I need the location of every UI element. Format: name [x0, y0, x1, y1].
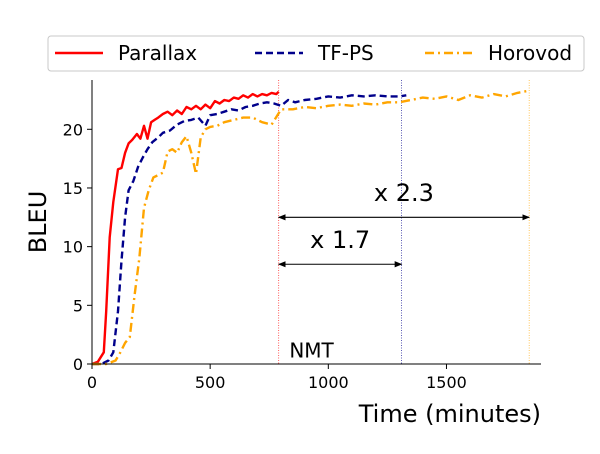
vertical-reference-lines	[278, 80, 530, 364]
x-tick-label-1500: 1500	[426, 373, 467, 392]
x-tick-label-500: 500	[195, 373, 226, 392]
speedup-label-x-2-3: x 2.3	[374, 179, 434, 207]
legend-label-horovod: Horovod	[488, 41, 572, 65]
y-tick-label-5: 5	[73, 296, 83, 315]
annotation-nmt: NMT	[289, 338, 334, 362]
x-axis-label: Time (minutes)	[358, 400, 541, 428]
legend-label-tf-ps: TF-PS	[317, 41, 374, 65]
y-tick-label-10: 10	[63, 238, 83, 257]
y-tick-label-20: 20	[63, 120, 83, 139]
y-axis-label: BLEU	[24, 191, 52, 254]
y-tick-label-15: 15	[63, 179, 83, 198]
series-line-tf-ps	[92, 94, 407, 366]
x-tick-label-1000: 1000	[308, 373, 349, 392]
series-line-horovod	[92, 89, 530, 366]
legend: Parallax TF-PS Horovod	[47, 35, 585, 72]
annotations: x 2.3x 1.7 NMT	[277, 179, 530, 362]
x-tick-label-0: 0	[87, 373, 97, 392]
series-line-parallax	[91, 90, 280, 366]
axes: 0 500 1000 1500 0 5 10 15 20 Time (minutes) BLEU	[24, 80, 541, 428]
legend-box	[47, 35, 585, 72]
speedup-label-x-1-7: x 1.7	[310, 226, 370, 254]
legend-label-parallax: Parallax	[118, 41, 197, 65]
y-tick-label-0: 0	[73, 355, 83, 374]
series-lines	[91, 89, 530, 366]
